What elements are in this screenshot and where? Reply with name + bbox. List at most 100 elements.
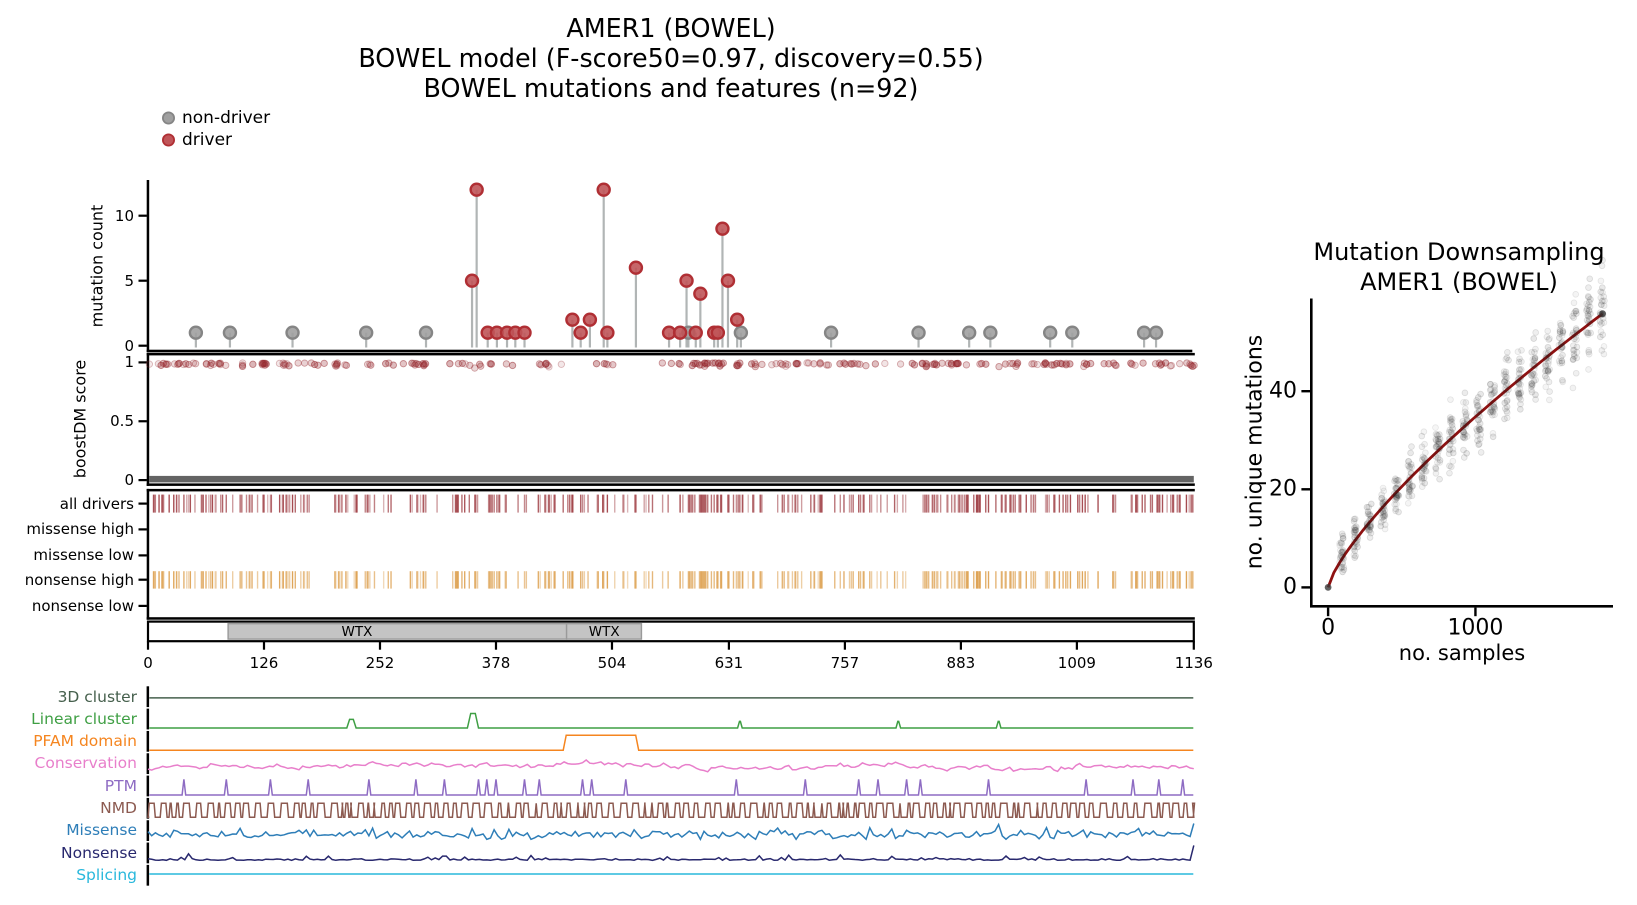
domain-WTX — [227, 623, 568, 640]
driver-mutation-marker — [565, 312, 580, 327]
mutation-count-panel — [138, 180, 1193, 353]
driver-mutation-marker — [582, 312, 598, 327]
legend-marker-non-driver — [161, 111, 175, 125]
mutation-count-ytick-label: 10 — [114, 206, 134, 225]
track-row-label: missense high — [26, 520, 134, 539]
feature-line-nmd — [147, 802, 1196, 819]
downsampling-endpoint — [1599, 310, 1606, 318]
protein-xtick-label: 378 — [481, 654, 511, 672]
figure-title-line3: BOWEL mutations and features (n=92) — [423, 73, 919, 103]
protein-xtick-label: 1136 — [1174, 654, 1213, 672]
domain-WTX — [565, 623, 643, 640]
feature-track-label: Conservation — [34, 754, 137, 773]
non-driver-mutation-marker — [733, 325, 749, 340]
feature-track-label: Linear cluster — [31, 709, 137, 728]
downsampling-ytick-label: 0 — [1283, 574, 1297, 600]
boostdm-ytick-label: 1 — [124, 353, 134, 372]
legend-markers — [161, 111, 175, 147]
feature-line-missense — [147, 822, 1195, 841]
downsampling-title-line1: Mutation Downsampling — [1313, 238, 1605, 266]
non-driver-mutation-marker — [823, 325, 839, 340]
driver-tracks-panel — [138, 488, 1195, 620]
non-driver-mutation-marker — [188, 325, 204, 340]
non-driver-mutation-marker — [961, 325, 977, 340]
figure-title-line2: BOWEL model (F-score50=0.97, discovery=0… — [358, 43, 984, 73]
driver-mutation-marker — [729, 312, 745, 327]
feature-line-nonsense — [147, 845, 1195, 862]
feature-track-label: NMD — [100, 799, 137, 818]
non-driver-mutation-marker — [1065, 325, 1080, 340]
feature-line-conservation — [147, 759, 1194, 773]
downsampling-ytick-label: 20 — [1269, 476, 1297, 502]
driver-mutation-marker — [672, 325, 688, 340]
driver-mutation-marker — [596, 182, 611, 197]
protein-domain-panel — [146, 620, 1195, 650]
lollipop-stems — [194, 189, 1158, 348]
feature-track-label: Missense — [66, 821, 137, 840]
lollipop-markers — [188, 182, 1164, 340]
driver-mutation-marker — [679, 273, 694, 288]
driver-mutation-marker — [464, 273, 480, 288]
non-driver-mutation-marker — [358, 325, 374, 340]
downsampling-curve — [1326, 312, 1604, 588]
downsampling-xtick-label: 1000 — [1447, 615, 1504, 641]
mutation-count-ytick-label: 5 — [124, 271, 134, 290]
driver-mutation-marker — [573, 325, 588, 340]
feature-track-label: PFAM domain — [33, 732, 137, 751]
boostdm-score-axis-label: boostDM score — [70, 359, 90, 479]
downsampling-xlabel: no. samples — [1398, 641, 1526, 665]
nonsense-high-ticks — [152, 571, 1194, 589]
downsampling-endpoint — [1324, 584, 1332, 591]
track-row-label: nonsense low — [31, 596, 134, 615]
legend-marker-driver — [161, 133, 175, 147]
protein-xtick-label: 252 — [365, 654, 395, 672]
boostdm-score-dots — [145, 359, 1198, 372]
protein-xtick-label: 757 — [830, 654, 860, 672]
feature-line-pfam-domain — [149, 734, 1194, 752]
driver-mutation-marker — [715, 221, 730, 236]
downsampling-panel — [1301, 298, 1613, 617]
downsampling-ytick-label: 40 — [1269, 378, 1297, 404]
downsampling-xtick-label: 0 — [1321, 615, 1336, 641]
non-driver-mutation-marker — [222, 325, 238, 340]
non-driver-mutation-marker — [1136, 325, 1152, 340]
feature-track-label: 3D cluster — [57, 687, 137, 706]
mutation-count-axis-label: mutation count — [87, 204, 107, 328]
mutation-count-ytick-label: 0 — [124, 336, 134, 355]
protein-xtick-label: 504 — [597, 654, 627, 672]
boostdm-score-panel — [138, 352, 1195, 486]
downsampling-points — [1336, 256, 1608, 576]
downsampling-title-line2: AMER1 (BOWEL) — [1360, 268, 1558, 296]
driver-mutation-marker — [469, 182, 484, 197]
driver-mutation-marker — [517, 325, 532, 340]
non-driver-mutation-marker — [285, 325, 300, 340]
downsampling-ylabel: no. unique mutations — [1242, 334, 1268, 570]
feature-line-ptm — [149, 779, 1194, 796]
track-row-label: missense low — [33, 546, 134, 565]
driver-mutation-marker — [688, 325, 703, 340]
figure-title-line1: AMER1 (BOWEL) — [566, 13, 776, 43]
protein-xtick-label: 1009 — [1057, 654, 1096, 672]
non-driver-mutation-marker — [418, 325, 434, 340]
track-row-label: all drivers — [59, 494, 134, 513]
feature-track-label: PTM — [104, 776, 137, 795]
protein-xtick-label: 126 — [249, 654, 279, 672]
driver-mutation-marker — [693, 286, 708, 301]
driver-mutation-marker — [720, 273, 736, 288]
track-row-label: nonsense high — [24, 570, 134, 589]
protein-xtick-label: 883 — [946, 654, 976, 672]
driver-mutation-marker — [600, 325, 615, 340]
driver-mutation-marker — [628, 260, 644, 275]
boostdm-ytick-label: 0 — [124, 471, 134, 490]
non-driver-mutation-marker — [983, 325, 998, 340]
driver-mutation-marker — [710, 325, 726, 340]
non-driver-mutation-marker — [1148, 325, 1164, 340]
feature-track-label: Nonsense — [61, 843, 137, 862]
domain-label: WTX — [588, 623, 620, 640]
feature-tracks-panel — [146, 686, 1196, 886]
feature-track-label: Splicing — [76, 866, 137, 885]
non-driver-mutation-marker — [911, 325, 926, 340]
legend-label-non-driver: non-driver — [182, 108, 271, 128]
